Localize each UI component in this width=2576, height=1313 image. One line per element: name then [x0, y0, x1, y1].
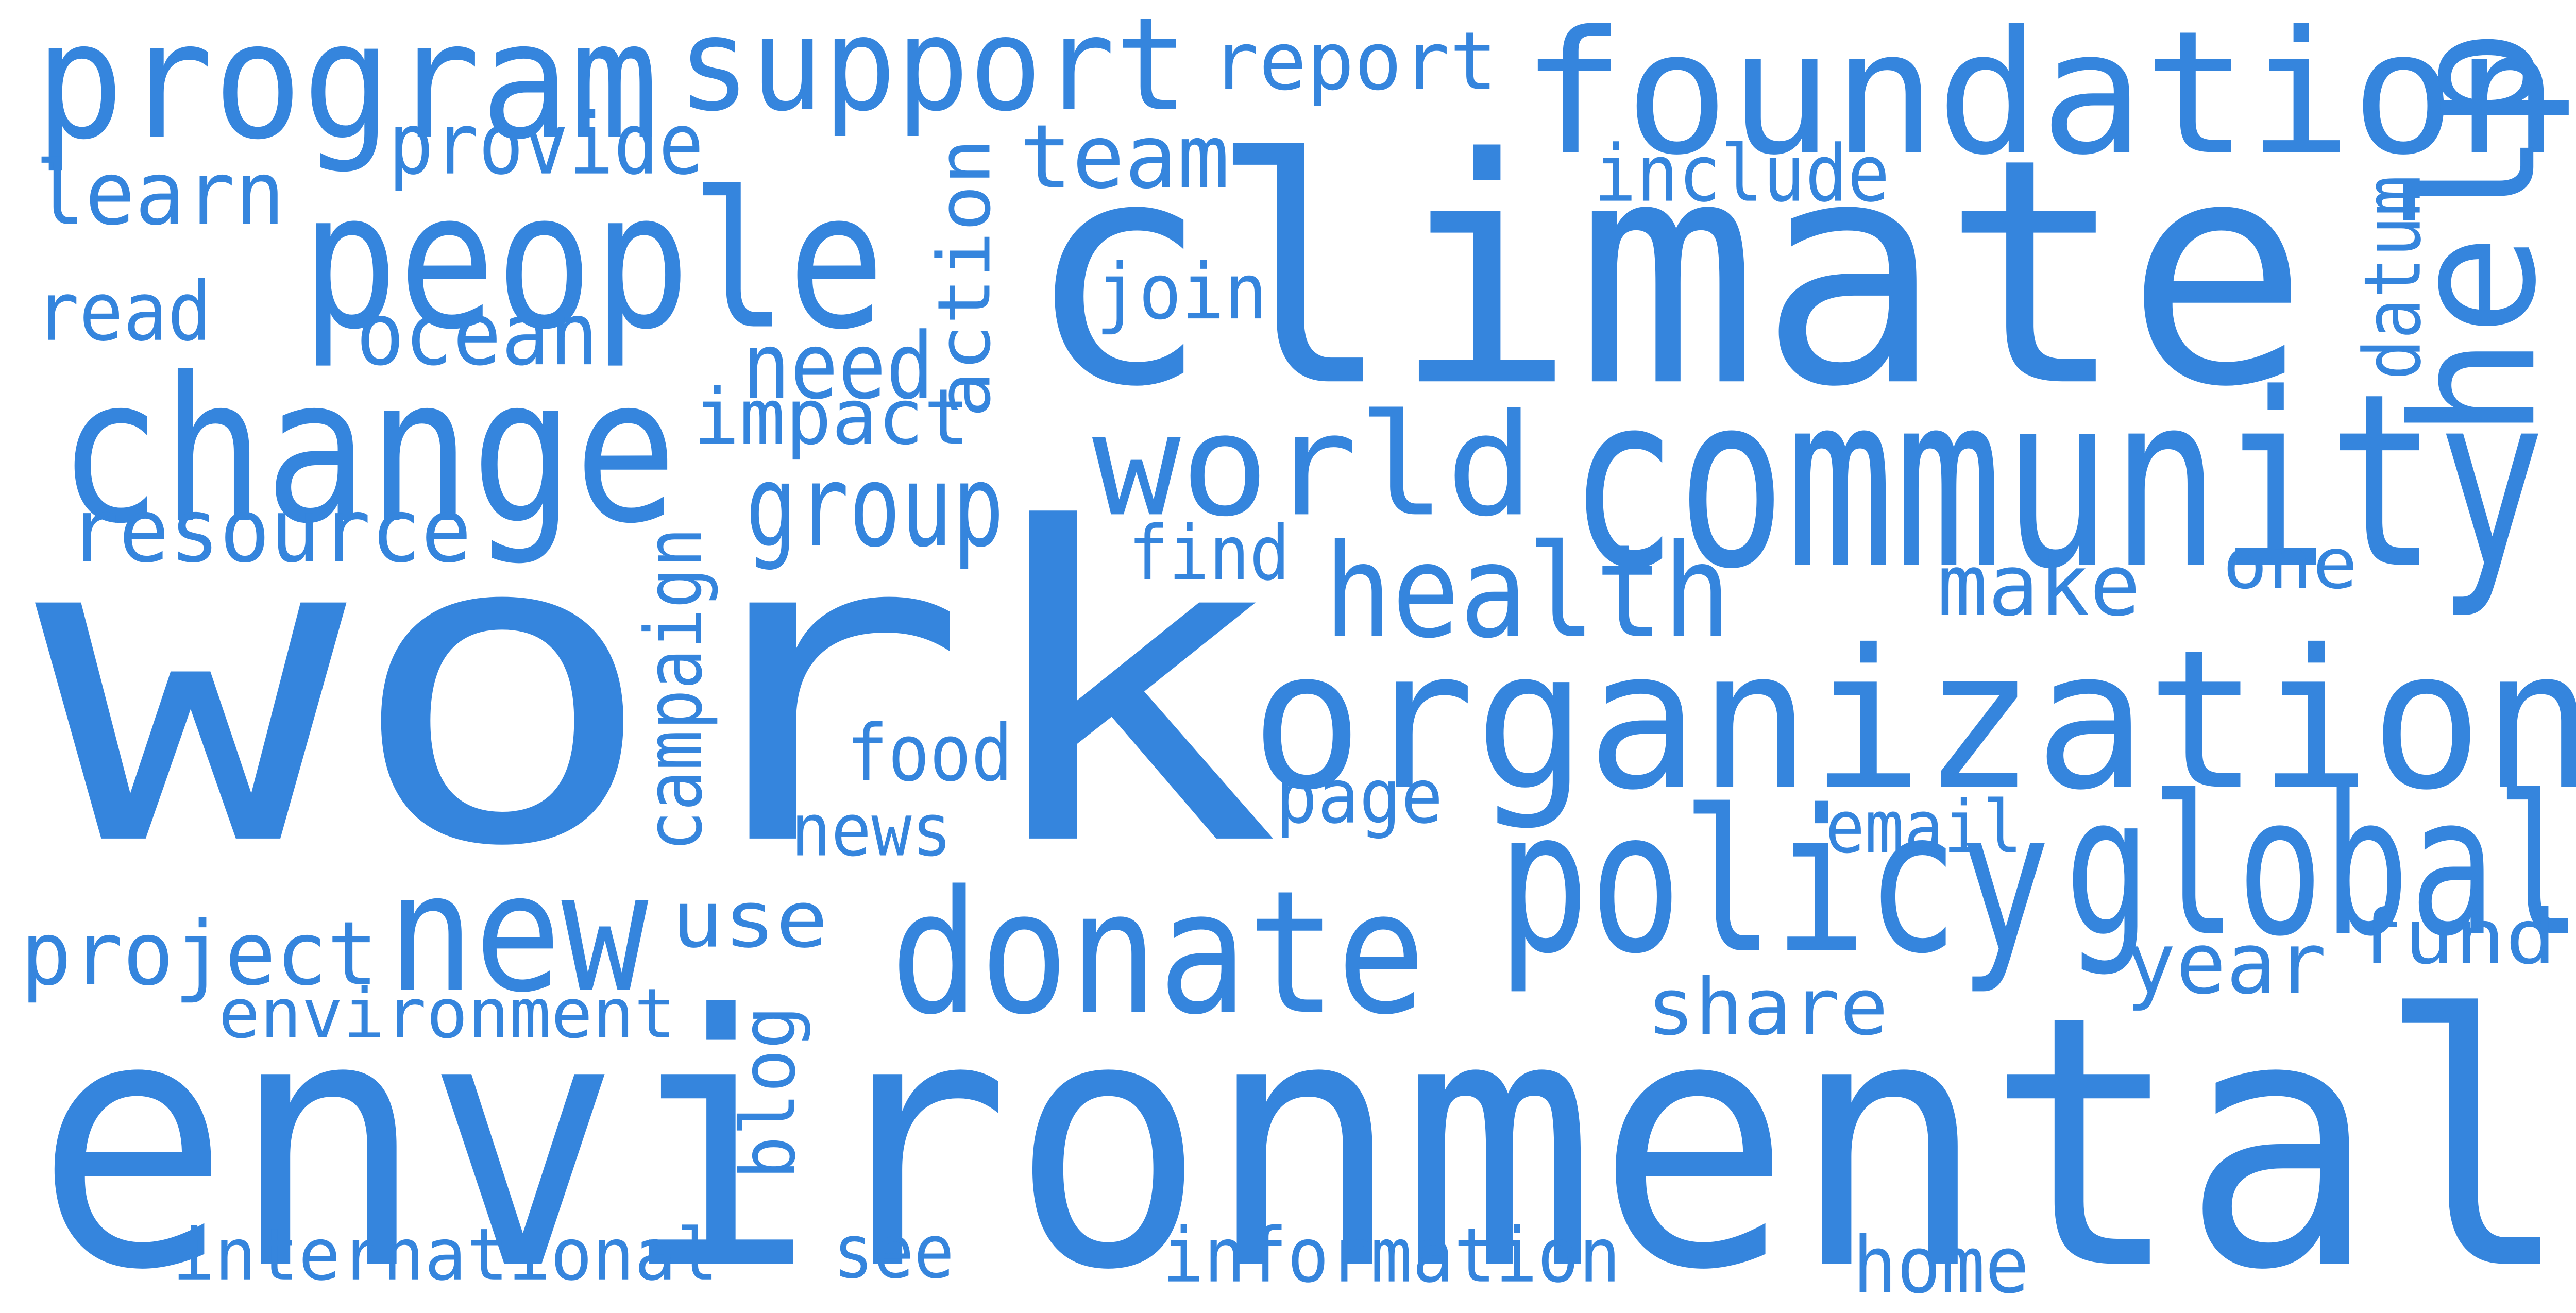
word-news: news: [791, 788, 952, 873]
word-make: make: [1937, 536, 2141, 636]
word-see: see: [833, 1208, 955, 1295]
word-world: world: [1092, 384, 1535, 548]
word-page: page: [1276, 753, 1443, 841]
word-policy: policy: [1497, 768, 2051, 998]
word-program: program: [35, 0, 659, 176]
word-resource: resource: [69, 480, 472, 583]
word-campaign: campaign: [629, 527, 720, 851]
word-need: need: [742, 313, 934, 420]
word-global: global: [2064, 755, 2576, 979]
word-people: people: [301, 151, 885, 372]
word-change: change: [58, 334, 677, 569]
word-health: health: [1324, 517, 1731, 667]
word-email: email: [1825, 785, 2023, 870]
word-foundation: foundation: [1521, 0, 2560, 193]
word-donate: donate: [890, 854, 1426, 1053]
word-join: join: [1096, 247, 1267, 337]
word-include: include: [1594, 128, 1890, 220]
word-information: information: [1162, 1212, 1621, 1300]
word-home: home: [1853, 1220, 2029, 1311]
word-read: read: [35, 264, 212, 360]
word-report: report: [1211, 14, 1498, 109]
word-community: community: [1569, 343, 2546, 623]
word-work: work: [35, 439, 1281, 943]
word-provide: provide: [388, 94, 704, 194]
word-fund: fund: [2353, 893, 2556, 981]
word-team: team: [1020, 106, 1230, 209]
word-environmental: environmental: [35, 943, 2572, 1313]
word-datum: datum: [2347, 175, 2439, 380]
word-international: international: [173, 1213, 719, 1297]
word-one: one: [2223, 523, 2358, 605]
word-group: group: [745, 440, 1005, 573]
word-blog: blog: [724, 1005, 812, 1180]
word-climate: climate: [1026, 93, 2309, 456]
word-find: find: [1128, 509, 1290, 598]
word-new: new: [387, 839, 649, 1029]
word-ocean: ocean: [356, 284, 599, 385]
word-share: share: [1647, 962, 1889, 1053]
word-food: food: [846, 708, 1013, 799]
word-year: year: [2126, 914, 2327, 1014]
word-impact: impact: [693, 372, 970, 462]
word-learn: learn: [35, 142, 285, 245]
word-use: use: [671, 874, 828, 966]
word-project: project: [21, 902, 378, 1005]
word-environment: environment: [218, 974, 676, 1054]
word-support: support: [677, 0, 1188, 140]
word-organization: organization: [1251, 609, 2576, 833]
